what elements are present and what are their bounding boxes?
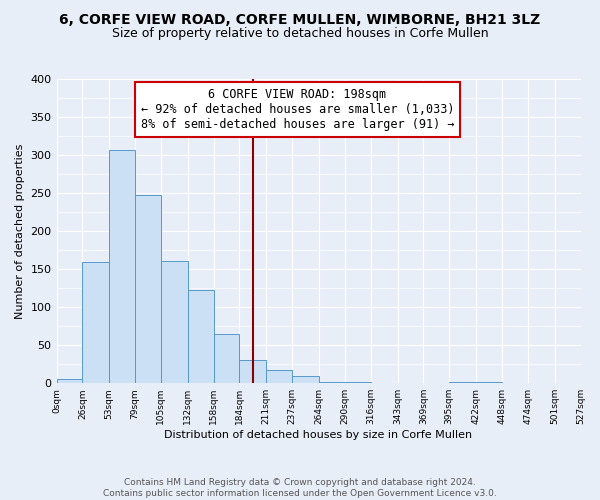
Text: 6, CORFE VIEW ROAD, CORFE MULLEN, WIMBORNE, BH21 3LZ: 6, CORFE VIEW ROAD, CORFE MULLEN, WIMBOR… (59, 12, 541, 26)
X-axis label: Distribution of detached houses by size in Corfe Mullen: Distribution of detached houses by size … (164, 430, 473, 440)
Bar (266, 370, 292, 383)
Bar (319, 382, 345, 383)
Bar (56, 380, 82, 383)
Bar (292, 376, 319, 383)
Bar (161, 261, 188, 383)
Bar (476, 382, 502, 383)
Text: 6 CORFE VIEW ROAD: 198sqm
← 92% of detached houses are smaller (1,033)
8% of sem: 6 CORFE VIEW ROAD: 198sqm ← 92% of detac… (141, 88, 454, 131)
Bar (109, 150, 135, 383)
Bar (449, 382, 476, 383)
Bar (135, 196, 161, 383)
Text: Size of property relative to detached houses in Corfe Mullen: Size of property relative to detached ho… (112, 28, 488, 40)
Text: Contains HM Land Registry data © Crown copyright and database right 2024.
Contai: Contains HM Land Registry data © Crown c… (103, 478, 497, 498)
Bar (345, 382, 371, 383)
Bar (214, 334, 239, 383)
Bar (82, 262, 109, 383)
Bar (188, 290, 214, 383)
Bar (239, 360, 266, 383)
Y-axis label: Number of detached properties: Number of detached properties (15, 144, 25, 319)
